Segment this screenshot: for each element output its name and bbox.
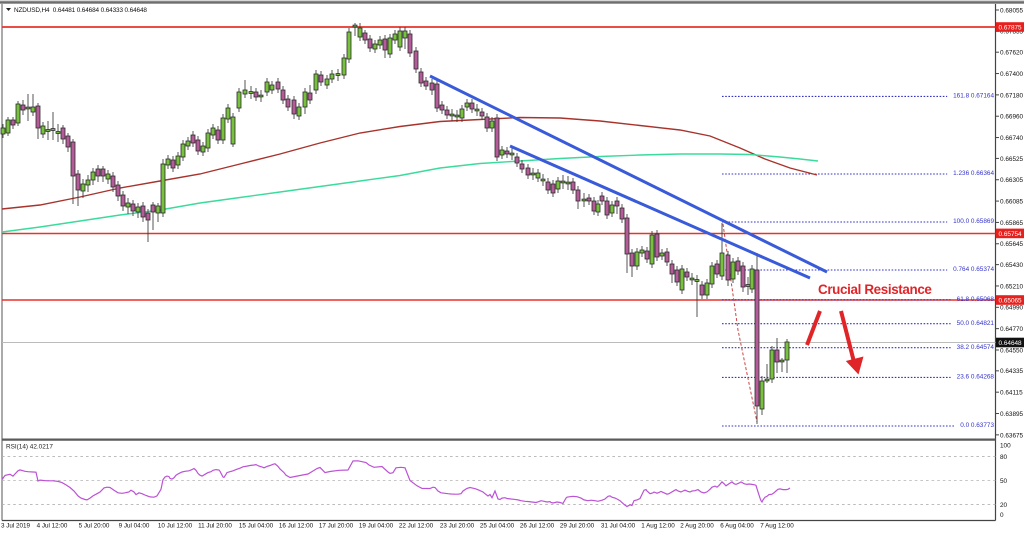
svg-text:0.64990: 0.64990 [1000, 305, 1024, 312]
svg-text:1.236 0.66364: 1.236 0.66364 [953, 170, 994, 177]
svg-text:0.66960: 0.66960 [1000, 114, 1024, 121]
svg-text:0.66305: 0.66305 [1000, 177, 1024, 184]
svg-text:4 Jul 12:00: 4 Jul 12:00 [37, 523, 68, 530]
svg-text:0.64550: 0.64550 [1000, 347, 1024, 354]
svg-text:0.66085: 0.66085 [1000, 198, 1024, 205]
svg-text:0.65065: 0.65065 [999, 298, 1023, 305]
svg-text:61.8 0.65068: 61.8 0.65068 [957, 296, 995, 303]
svg-text:NZDUSD,H4 0.64481 0.64684 0.6: NZDUSD,H4 0.64481 0.64684 0.64333 0.6464… [14, 7, 147, 14]
svg-text:0.65210: 0.65210 [1000, 283, 1024, 290]
svg-text:0.66525: 0.66525 [1000, 156, 1024, 163]
svg-text:9 Jul 04:00: 9 Jul 04:00 [119, 523, 150, 530]
svg-text:0.65754: 0.65754 [999, 231, 1023, 238]
svg-text:0: 0 [1000, 512, 1004, 519]
svg-text:0.64770: 0.64770 [1000, 326, 1024, 333]
svg-text:0.67835: 0.67835 [1000, 29, 1024, 36]
svg-text:2 Aug 20:00: 2 Aug 20:00 [680, 523, 714, 530]
svg-text:29 Jul 20:00: 29 Jul 20:00 [560, 523, 595, 530]
svg-text:0.67400: 0.67400 [1000, 71, 1024, 78]
svg-text:11 Jul 20:00: 11 Jul 20:00 [198, 523, 232, 530]
svg-text:1 Aug 12:00: 1 Aug 12:00 [641, 523, 675, 530]
svg-text:0.63675: 0.63675 [1000, 432, 1024, 439]
svg-text:0.0 0.63773: 0.0 0.63773 [960, 422, 994, 429]
svg-text:0.66740: 0.66740 [1000, 135, 1024, 142]
svg-text:50: 50 [1000, 478, 1008, 485]
svg-text:15 Jul 04:00: 15 Jul 04:00 [239, 523, 274, 530]
svg-text:100: 100 [1000, 442, 1011, 449]
svg-text:17 Jul 20:00: 17 Jul 20:00 [319, 523, 354, 530]
svg-text:7 Aug 12:00: 7 Aug 12:00 [760, 523, 794, 530]
svg-text:0.67180: 0.67180 [1000, 92, 1024, 99]
svg-text:0.65865: 0.65865 [1000, 220, 1024, 227]
svg-text:25 Jul 04:00: 25 Jul 04:00 [480, 523, 515, 530]
svg-text:38.2 0.64574: 38.2 0.64574 [957, 344, 995, 351]
svg-text:22 Jul 12:00: 22 Jul 12:00 [399, 523, 434, 530]
svg-text:3 Jul 2019: 3 Jul 2019 [1, 523, 31, 530]
svg-text:23.6 0.64268: 23.6 0.64268 [957, 374, 995, 381]
svg-text:23 Jul 20:00: 23 Jul 20:00 [440, 523, 475, 530]
svg-text:19 Jul 04:00: 19 Jul 04:00 [359, 523, 394, 530]
svg-text:31 Jul 04:00: 31 Jul 04:00 [601, 523, 636, 530]
svg-text:0.67875: 0.67875 [999, 25, 1023, 32]
svg-text:161.8 0.67164: 161.8 0.67164 [953, 93, 994, 100]
svg-text:50.0 0.64821: 50.0 0.64821 [957, 320, 995, 327]
svg-text:100.0 0.65869: 100.0 0.65869 [953, 218, 994, 225]
svg-text:0.64115: 0.64115 [1000, 390, 1023, 397]
svg-text:RSI(14) 42.0217: RSI(14) 42.0217 [6, 444, 53, 451]
svg-text:20: 20 [1000, 502, 1008, 509]
svg-text:0.63895: 0.63895 [1000, 411, 1024, 418]
svg-text:0.65645: 0.65645 [1000, 241, 1024, 248]
svg-text:0.67620: 0.67620 [1000, 50, 1024, 57]
svg-text:80: 80 [1000, 454, 1008, 461]
svg-text:0.64648: 0.64648 [999, 340, 1023, 347]
svg-text:5 Jul 20:00: 5 Jul 20:00 [79, 523, 110, 530]
svg-text:10 Jul 12:00: 10 Jul 12:00 [158, 523, 193, 530]
svg-text:6 Aug 04:00: 6 Aug 04:00 [720, 523, 754, 530]
svg-text:16 Jul 12:00: 16 Jul 12:00 [279, 523, 314, 530]
svg-text:0.764 0.65374: 0.764 0.65374 [953, 266, 994, 273]
svg-text:0.64335: 0.64335 [1000, 368, 1024, 375]
svg-text:Crucial Resistance: Crucial Resistance [818, 282, 932, 297]
svg-text:26 Jul 12:00: 26 Jul 12:00 [520, 523, 555, 530]
svg-text:0.68055: 0.68055 [1000, 7, 1024, 14]
svg-text:0.65430: 0.65430 [1000, 262, 1024, 269]
